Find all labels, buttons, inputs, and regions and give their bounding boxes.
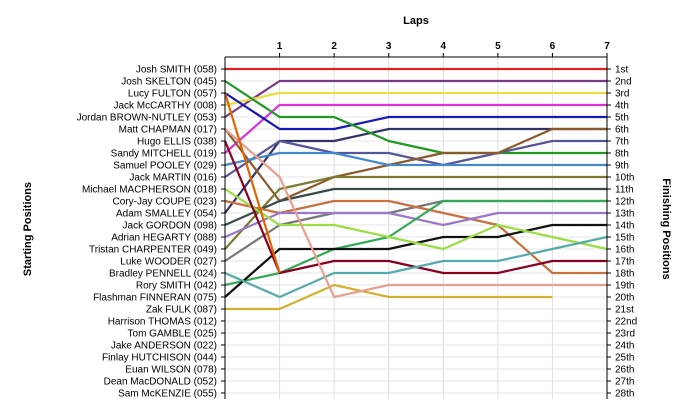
lap-tick-label: 6 [550,41,556,52]
finishing-position-label: 17th [615,257,634,268]
finishing-position-label: 4th [615,101,629,112]
finishing-position-label: 23rd [615,329,635,340]
axes [221,53,611,399]
rider-label: Luke WOODER (027) [120,257,217,268]
rider-label: Adam SMALLEY (054) [116,209,217,220]
rider-label: Jack GORDON (098) [123,221,217,232]
lap-tick-label: 2 [331,41,337,52]
series-line-2 [224,79,607,118]
finishing-position-label: 20th [615,293,634,304]
finishing-position-label: 25th [615,353,634,364]
series-line-18 [224,188,608,251]
series-line-7 [224,80,607,155]
series-line-20 [224,235,608,299]
finishing-position-label: 7th [615,137,629,148]
finishing-position-label: 5th [615,113,629,124]
rider-label: Jack McCARTHY (008) [113,101,217,112]
rider-label: Harrison THOMAS (012) [108,317,217,328]
rider-label: Matt CHAPMAN (017) [119,125,217,136]
finishing-position-label: 28th [615,389,634,400]
finishing-position-label: 16th [615,245,634,256]
rider-label: Cory-Jay COUPE (023) [113,197,217,208]
finishing-position-label: 2nd [615,77,632,88]
lap-tick-label: 3 [386,41,392,52]
rider-label: Hugo ELLIS (038) [137,137,217,148]
finishing-position-label: 9th [615,161,629,172]
y-axis-title-right: Finishing Positions [660,178,672,279]
rider-label: Finlay HUTCHISON (044) [102,353,217,364]
finishing-position-label: 10th [615,173,634,184]
rider-label: Flashman FINNERAN (075) [93,293,217,304]
rider-label: Sam McKENZIE (055) [118,389,217,400]
rider-label: Jack MARTIN (016) [129,173,217,184]
rider-label: Josh SKELTON (045) [121,77,217,88]
rider-label: Samuel POOLEY (029) [113,161,217,172]
rider-label: Rory SMITH (042) [136,281,217,292]
finishing-position-label: 13th [615,209,634,220]
rider-label: Josh SMITH (058) [136,65,217,76]
x-axis-title: Laps [403,15,429,27]
series-line-16 [224,199,607,287]
y-axis-title-left: Starting Positions [22,182,34,276]
series-line-6 [224,127,607,214]
series-line-10 [224,151,607,167]
finishing-position-labels: 1st2nd3rd4th5th6th7th8th9th10th11th12th1… [615,65,637,400]
series-line-11 [224,175,607,250]
series-line-21 [225,283,553,311]
finishing-position-label: 14th [615,221,634,232]
rider-label: Euan WILSON (078) [125,365,217,376]
lap-tick-label: 7 [604,41,610,52]
finishing-position-label: 22nd [615,317,637,328]
rider-label: Zak FULK (087) [146,305,217,316]
rider-label: Adrian HEGARTY (088) [111,233,217,244]
rider-label: Lucy FULTON (057) [128,89,217,100]
series-line-13 [224,199,607,262]
series-lines [223,67,608,311]
rider-label: Michael MACPHERSON (018) [82,185,217,196]
finishing-position-label: 24th [615,341,634,352]
lap-tick-label: 4 [441,41,447,52]
finishing-position-label: 3rd [615,89,629,100]
series-line-5 [224,92,607,131]
finishing-position-label: 1st [615,65,629,76]
rider-label: Tom GAMBLE (025) [128,329,217,340]
finishing-position-label: 26th [615,365,634,376]
series-line-3 [224,91,607,107]
finishing-position-label: 11th [615,185,634,196]
rider-label: Sandy MITCHELL (019) [111,149,217,160]
rider-label: Tristan CHARPENTER (049) [89,245,217,256]
finishing-position-label: 19th [615,281,634,292]
series-line-14 [224,199,607,275]
finishing-position-label: 15th [615,233,634,244]
finishing-position-label: 27th [615,377,634,388]
lap-tick-labels: 1 2 3 4 5 6 7 [277,41,610,52]
rider-label: Bradley PENNELL (024) [109,269,217,280]
rider-label: Dean MacDONALD (052) [104,377,217,388]
series-line-22 [224,128,607,299]
lap-tick-label: 1 [277,41,283,52]
rider-label: Jordan BROWN-NUTLEY (053) [77,113,217,124]
finishing-position-label: 6th [615,125,629,136]
lap-tick-label: 5 [495,41,501,52]
starting-position-labels: Josh SMITH (058)Josh SKELTON (045)Lucy F… [77,65,217,400]
finishing-position-label: 12th [615,197,634,208]
finishing-position-label: 21st [615,305,634,316]
rider-label: Jake ANDERSON (022) [111,341,217,352]
series-line-4 [224,103,607,154]
grid [225,57,608,399]
finishing-position-label: 18th [615,269,634,280]
finishing-position-label: 8th [615,149,629,160]
series-line-23 [223,92,281,274]
